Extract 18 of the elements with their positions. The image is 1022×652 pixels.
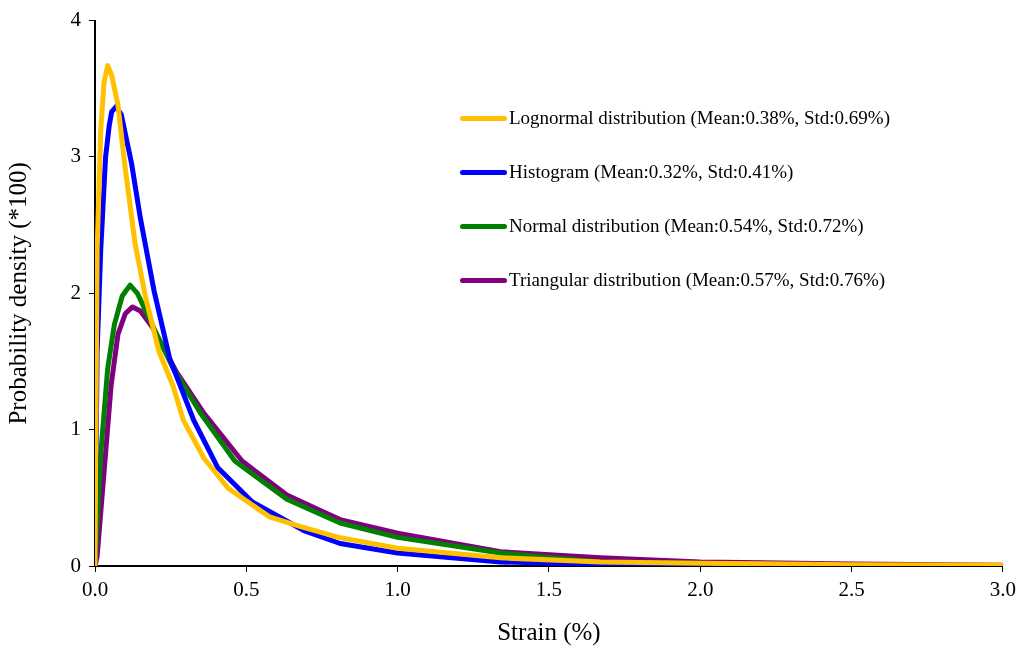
y-tick-label: 4 <box>70 7 82 32</box>
x-tick-label: 0.0 <box>81 577 109 602</box>
x-tick-label: 0.5 <box>233 577 260 602</box>
legend-label: Triangular distribution (Mean:0.57%, Std:0.76%) <box>509 269 886 291</box>
x-axis-title: Strain (%) <box>497 617 601 646</box>
y-tick-label: 2 <box>70 279 81 304</box>
legend-label: Normal distribution (Mean:0.54%, Std:0.72%) <box>509 215 864 237</box>
y-axis-title: Probability density (*100) <box>3 162 32 425</box>
y-tick-label: 3 <box>70 143 81 168</box>
x-tick-label: 2.0 <box>687 577 714 602</box>
x-tick-label: 3.0 <box>989 577 1016 602</box>
x-tick-label: 1.5 <box>535 577 563 602</box>
x-tick-label: 1.0 <box>384 577 411 602</box>
y-tick-label: 0 <box>70 552 81 577</box>
y-tick-label: 1 <box>70 416 81 441</box>
legend-label: Lognormal distribution (Mean:0.38%, Std:0.69%) <box>509 107 891 129</box>
legend-label: Histogram (Mean:0.32%, Std:0.41%) <box>509 161 794 183</box>
x-tick-label: 2.5 <box>838 577 865 602</box>
